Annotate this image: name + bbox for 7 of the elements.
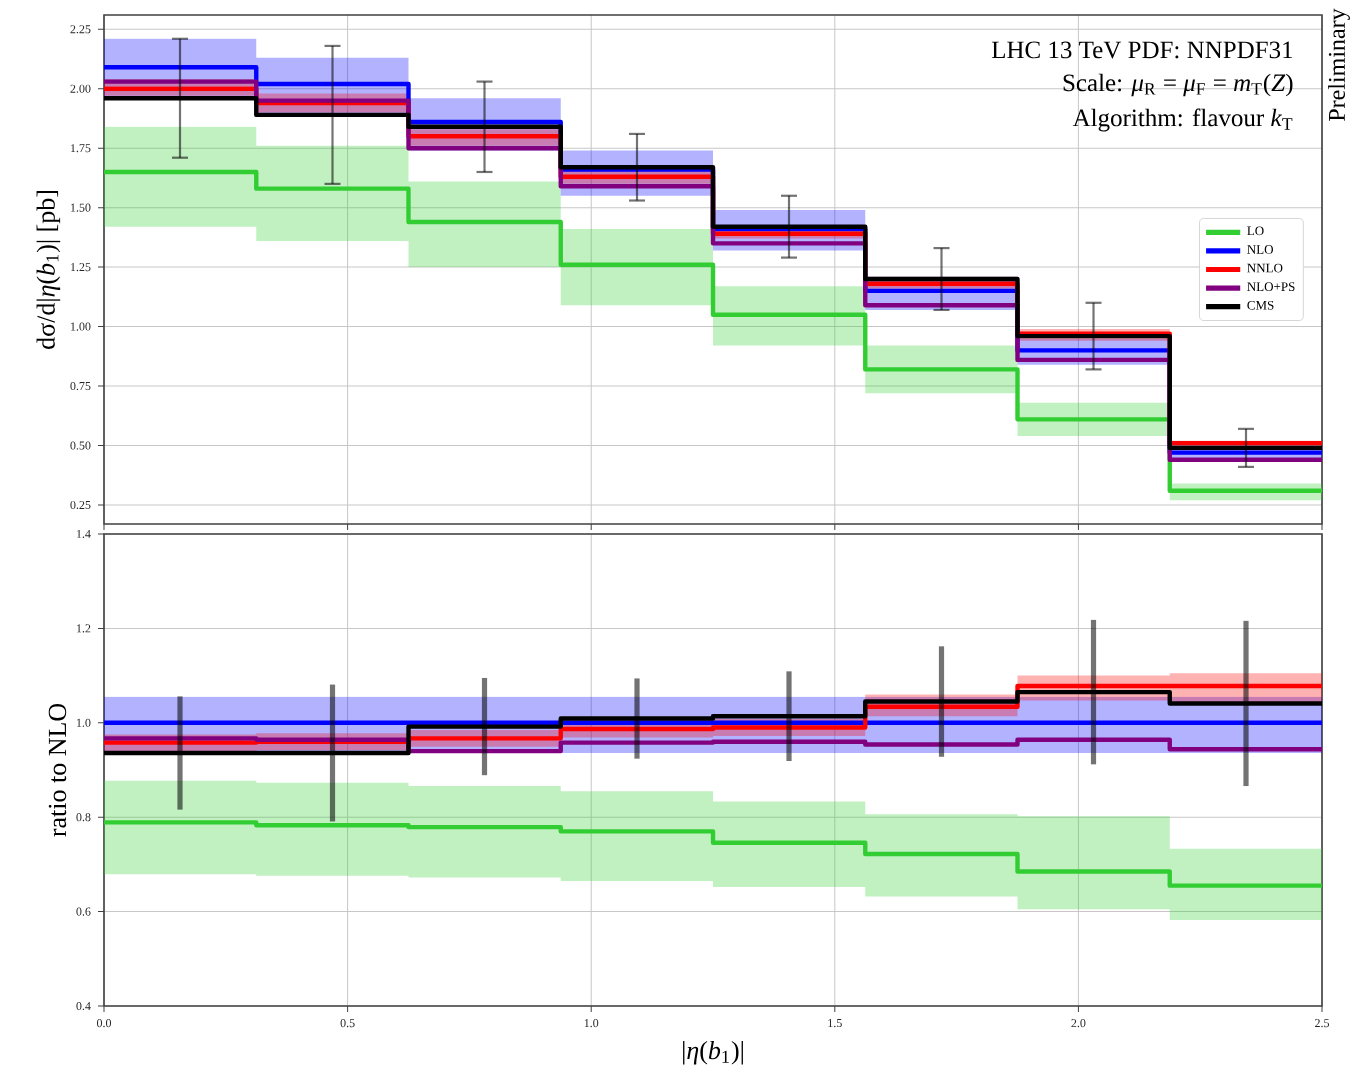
text: Preliminary (1328, 8, 1350, 122)
x-axis-title: |η(b$_{1}$)| (683, 1040, 743, 1065)
annotation: Algorithm: flavour k$_{T}$ (1072, 108, 1293, 132)
y-axis-title: ratio to NLO (48, 703, 67, 837)
text: Scale: μ$_{R}$ = μ$_{F}$ = m$_{T}$(Z) (1063, 73, 1293, 97)
y-axis-title: dσ/d|η(b$_{1}$)| [pb] (36, 191, 61, 349)
annotation: LHC 13 TeV PDF: NNPDF31 (991, 41, 1293, 59)
